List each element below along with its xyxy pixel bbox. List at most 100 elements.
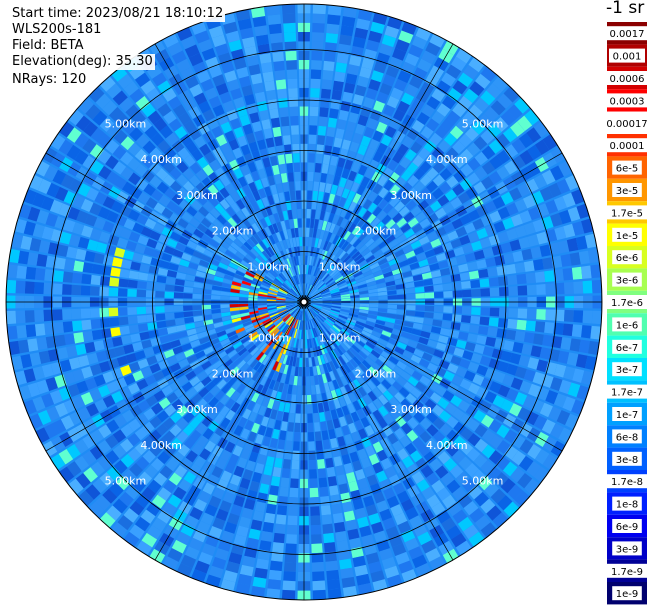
ppi-gate <box>398 30 414 44</box>
ppi-gate <box>312 296 323 300</box>
ppi-gate <box>309 496 320 507</box>
ppi-gate <box>102 196 116 209</box>
ppi-gate <box>459 323 471 332</box>
ppi-gate <box>384 25 400 39</box>
ppi-gate <box>89 308 100 318</box>
ppi-gate <box>325 263 333 273</box>
ppi-gate <box>121 409 135 423</box>
ppi-gate <box>225 409 236 421</box>
ppi-gate <box>176 563 193 577</box>
ppi-gate <box>388 171 400 184</box>
ppi-gate <box>349 292 360 296</box>
ppi-gate <box>251 222 260 233</box>
ppi-gate <box>121 334 132 345</box>
ppi-gate <box>233 96 245 109</box>
ppi-gate <box>280 286 289 293</box>
ppi-gate <box>279 353 286 364</box>
ppi-gate <box>213 321 224 329</box>
ppi-gate <box>531 399 545 414</box>
ppi-gate <box>128 270 140 280</box>
ppi-gate <box>153 370 165 382</box>
ppi-gate <box>268 369 276 380</box>
ppi-gate <box>338 416 347 427</box>
ppi-gate <box>287 306 296 311</box>
ppi-gate <box>591 279 602 294</box>
ppi-gate <box>128 418 141 432</box>
ppi-gate <box>134 427 148 441</box>
ppi-gate <box>214 390 226 401</box>
ppi-gate <box>393 512 408 526</box>
ppi-gate <box>410 354 422 364</box>
ppi-gate <box>352 36 366 49</box>
range-label: 1.00km <box>248 332 290 345</box>
ppi-gate <box>342 326 352 334</box>
ppi-gate <box>129 127 144 142</box>
ppi-gate <box>310 338 315 348</box>
ppi-gate <box>257 305 268 308</box>
ppi-gate <box>327 5 342 16</box>
ppi-gate <box>230 314 241 320</box>
ppi-gate <box>203 319 214 326</box>
ppi-gate <box>466 142 481 157</box>
ppi-gate <box>366 474 379 487</box>
ppi-gate <box>270 409 278 420</box>
colorbar-label-bg <box>612 429 642 444</box>
ppi-gate <box>138 118 153 133</box>
ppi-gate <box>338 396 347 408</box>
ppi-gate <box>354 419 364 431</box>
ppi-gate <box>429 200 442 212</box>
ppi-gate <box>328 164 337 176</box>
ppi-gate <box>203 278 214 285</box>
ppi-gate <box>298 310 302 321</box>
ppi-gate <box>256 198 265 210</box>
ppi-gate <box>176 27 193 41</box>
ppi-gate <box>293 328 298 339</box>
ppi-gate <box>400 331 411 339</box>
ppi-gate <box>321 291 331 296</box>
ppi-gate <box>155 242 167 252</box>
ppi-gate <box>238 297 249 301</box>
ppi-gate <box>171 50 187 65</box>
ppi-gate <box>400 398 412 410</box>
ppi-gate <box>213 191 225 203</box>
ppi-gate <box>343 462 354 474</box>
ppi-gate <box>441 72 457 87</box>
ppi-gate <box>333 273 343 281</box>
colorbar-label-bg <box>612 339 642 354</box>
ppi-gate <box>293 319 298 329</box>
ppi-gate <box>164 305 175 313</box>
elevation-label: Elevation(deg): 35.30 <box>10 54 155 70</box>
ppi-gate <box>236 525 249 538</box>
ppi-gate <box>198 206 210 217</box>
ppi-gate <box>419 375 431 386</box>
ppi-gate <box>458 263 469 273</box>
ppi-gate <box>300 283 303 293</box>
ppi-gate <box>300 255 303 265</box>
ppi-gate <box>169 212 181 224</box>
ppi-gate <box>544 270 555 282</box>
ppi-gate <box>25 266 37 280</box>
ppi-gate <box>44 322 55 335</box>
ppi-gate <box>248 64 261 76</box>
ppi-gate <box>417 58 432 73</box>
ppi-gate <box>299 246 303 256</box>
ppi-gate <box>298 366 303 377</box>
ppi-gate <box>171 451 185 464</box>
ppi-gate <box>319 107 329 118</box>
ppi-gate <box>348 313 359 318</box>
ppi-gate <box>429 33 446 48</box>
ppi-gate <box>196 520 211 534</box>
ppi-gate <box>550 212 563 227</box>
ppi-gate <box>164 187 177 200</box>
ppi-gate <box>282 383 289 394</box>
ppi-gate <box>297 284 302 294</box>
ppi-gate <box>285 302 295 305</box>
ppi-gate <box>151 95 167 110</box>
ppi-gate <box>252 336 262 345</box>
ppi-gate <box>398 206 410 217</box>
ppi-gate <box>424 285 434 292</box>
ppi-gate <box>273 381 280 392</box>
ppi-gate <box>340 293 351 297</box>
ppi-gate <box>204 151 216 164</box>
ppi-gate <box>313 266 319 277</box>
